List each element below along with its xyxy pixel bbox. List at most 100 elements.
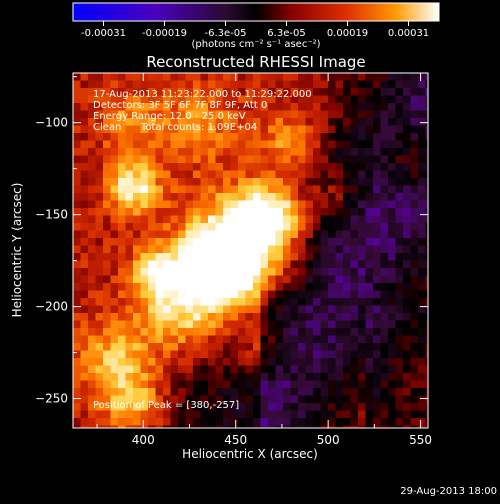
heatmap-cell	[290, 418, 299, 426]
heatmap-cell	[80, 140, 89, 149]
heatmap-cell	[365, 125, 374, 134]
heatmap-cell	[418, 215, 426, 224]
heatmap-cell	[230, 140, 239, 149]
heatmap-cell	[230, 215, 239, 224]
heatmap-cell	[170, 170, 179, 179]
heatmap-cell	[298, 365, 306, 374]
heatmap-cell	[358, 320, 366, 329]
heatmap-cell	[410, 80, 419, 89]
heatmap-cell	[320, 178, 329, 186]
heatmap-cell	[410, 73, 419, 81]
heatmap-cell	[103, 335, 111, 344]
heatmap-cell	[365, 133, 374, 141]
heatmap-cell	[335, 215, 344, 224]
heatmap-cell	[88, 140, 96, 149]
heatmap-cell	[365, 388, 374, 396]
heatmap-cell	[223, 328, 231, 336]
heatmap-cell	[253, 215, 261, 224]
heatmap-cell	[148, 118, 156, 126]
heatmap-cell	[365, 110, 374, 119]
heatmap-cell	[133, 260, 141, 269]
heatmap-cell	[313, 380, 321, 389]
heatmap-cell	[238, 148, 246, 156]
heatmap-cell	[425, 230, 428, 239]
heatmap-cell	[230, 275, 239, 284]
heatmap-cell	[140, 125, 149, 134]
heatmap-cell	[335, 343, 344, 351]
heatmap-cell	[230, 163, 239, 171]
heatmap-cell	[418, 148, 426, 156]
heatmap-cell	[193, 193, 201, 201]
heatmap-cell	[80, 185, 89, 194]
heatmap-cell	[110, 275, 119, 284]
heatmap-cell	[73, 170, 81, 179]
heatmap-cell	[118, 170, 126, 179]
heatmap-cell	[410, 140, 419, 149]
heatmap-cell	[268, 148, 276, 156]
heatmap-cell	[388, 283, 396, 291]
heatmap-cell	[148, 328, 156, 336]
heatmap-cell	[260, 365, 269, 374]
heatmap-cell	[163, 110, 171, 119]
heatmap-cell	[103, 305, 111, 314]
heatmap-cell	[373, 328, 381, 336]
heatmap-cell	[95, 275, 104, 284]
heatmap-cell	[410, 163, 419, 171]
heatmap-cell	[335, 425, 344, 428]
heatmap-cell	[125, 88, 134, 96]
heatmap-cell	[193, 73, 201, 81]
heatmap-cell	[320, 88, 329, 96]
heatmap-cell	[380, 343, 389, 351]
heatmap-cell	[155, 358, 164, 366]
heatmap-cell	[140, 200, 149, 209]
heatmap-cell	[125, 425, 134, 428]
heatmap-cell	[425, 193, 428, 201]
heatmap-cell	[163, 365, 171, 374]
heatmap-cell	[215, 313, 224, 321]
heatmap-cell	[178, 193, 186, 201]
heatmap-cell	[230, 155, 239, 164]
heatmap-cell	[328, 260, 336, 269]
heatmap-cell	[380, 215, 389, 224]
heatmap-cell	[380, 103, 389, 111]
heatmap-cell	[350, 335, 359, 344]
heatmap-cell	[410, 118, 419, 126]
heatmap-cell	[80, 95, 89, 104]
heatmap-cell	[163, 275, 171, 284]
heatmap-cell	[328, 388, 336, 396]
heatmap-cell	[260, 110, 269, 119]
heatmap-cell	[163, 395, 171, 404]
heatmap-cell	[328, 335, 336, 344]
heatmap-cell	[395, 178, 404, 186]
heatmap-cell	[95, 343, 104, 351]
heatmap-cell	[238, 275, 246, 284]
heatmap-cell	[200, 358, 209, 366]
heatmap-cell	[343, 118, 351, 126]
heatmap-cell	[125, 103, 134, 111]
heatmap-cell	[290, 268, 299, 276]
heatmap-cell	[155, 193, 164, 201]
heatmap-cell	[200, 118, 209, 126]
heatmap-cell	[208, 418, 216, 426]
heatmap-cell	[133, 290, 141, 299]
heatmap-cell	[215, 350, 224, 359]
heatmap-cell	[320, 358, 329, 366]
heatmap-cell	[388, 223, 396, 231]
heatmap-cell	[125, 200, 134, 209]
heatmap-cell	[238, 373, 246, 381]
heatmap-cell	[298, 305, 306, 314]
heatmap-image	[73, 73, 428, 428]
heatmap-cell	[95, 388, 104, 396]
heatmap-cell	[395, 148, 404, 156]
heatmap-cell	[260, 388, 269, 396]
heatmap-cell	[148, 110, 156, 119]
heatmap-cell	[335, 268, 344, 276]
heatmap-cell	[290, 170, 299, 179]
heatmap-cell	[238, 358, 246, 366]
heatmap-cell	[290, 328, 299, 336]
heatmap-cell	[133, 223, 141, 231]
heatmap-cell	[343, 110, 351, 119]
heatmap-cell	[350, 245, 359, 254]
heatmap-cell	[253, 410, 261, 419]
heatmap-cell	[275, 305, 284, 314]
